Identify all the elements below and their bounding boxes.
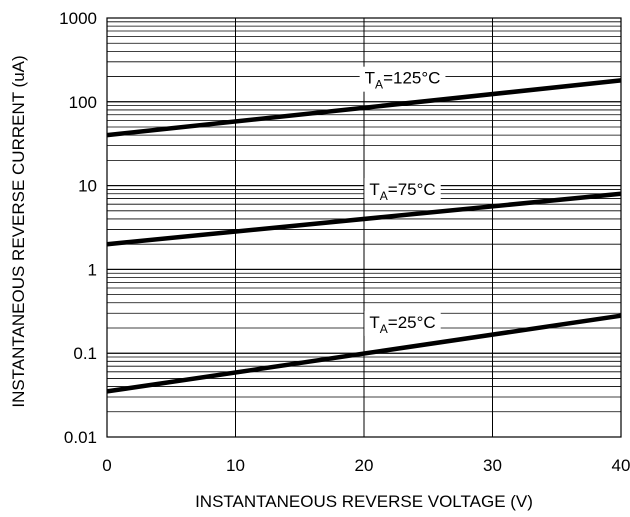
x-tick-label: 10 — [226, 456, 245, 475]
y-axis-title: INSTANTANEOUS REVERSE CURRENT (uA) — [9, 55, 28, 407]
series-line-1 — [106, 191, 622, 247]
y-tick-label: 100 — [69, 93, 97, 112]
y-tick-label: 1 — [88, 260, 97, 279]
series-label-bg — [364, 178, 441, 204]
x-tick-labels: 0 10 20 30 40 — [102, 456, 630, 475]
series-label-0: TA=125°C — [359, 66, 446, 92]
series-line-0 — [106, 78, 622, 138]
y-tick-label: 1000 — [59, 9, 97, 28]
x-tick-label: 0 — [102, 456, 111, 475]
plot-frame — [106, 17, 622, 438]
grid-lines — [106, 17, 622, 438]
x-tick-label: 20 — [355, 456, 374, 475]
y-tick-label: 0.01 — [64, 428, 97, 447]
series-label-text: TA=25°C — [369, 313, 435, 336]
series-label-bg — [359, 66, 446, 92]
series-label-2: TA=25°C — [364, 310, 441, 336]
series-label-bg — [364, 310, 441, 336]
series-line-2 — [106, 313, 622, 394]
series-labels: TA=125°C TA=75°C TA=25°C — [359, 66, 446, 336]
y-tick-labels: 0.01 0.1 1 10 100 1000 — [59, 9, 97, 447]
y-tick-label: 10 — [78, 177, 97, 196]
series-label-text: TA=125°C — [365, 69, 441, 92]
x-tick-label: 40 — [612, 456, 630, 475]
y-tick-label: 0.1 — [73, 344, 97, 363]
series-label-1: TA=75°C — [364, 178, 441, 204]
x-axis-title: INSTANTANEOUS REVERSE VOLTAGE (V) — [195, 492, 533, 511]
series-lines — [106, 78, 622, 394]
x-tick-label: 30 — [483, 456, 502, 475]
series-label-text: TA=75°C — [369, 180, 435, 203]
